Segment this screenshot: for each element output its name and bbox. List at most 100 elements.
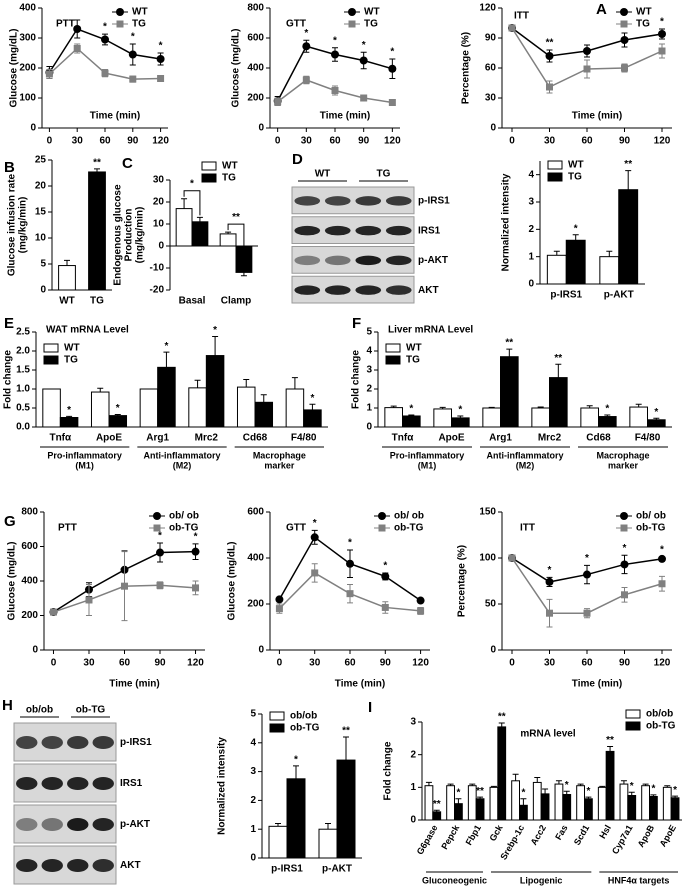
error-bar bbox=[512, 773, 519, 781]
marker bbox=[508, 554, 516, 562]
bar bbox=[565, 239, 586, 285]
x-axis-label: Time (min) bbox=[320, 111, 370, 122]
marker bbox=[346, 559, 354, 568]
blot-band bbox=[41, 858, 63, 873]
bar bbox=[236, 386, 256, 428]
y-tick-label: 0 bbox=[258, 123, 264, 134]
significance: * bbox=[348, 538, 352, 549]
group-label: TG bbox=[377, 169, 391, 180]
legend-label: WT bbox=[64, 343, 80, 354]
x-tick-label: Basal bbox=[179, 296, 206, 307]
marker bbox=[116, 20, 124, 28]
group-label: marker bbox=[608, 460, 639, 470]
legend-label: ob/ob bbox=[290, 711, 317, 722]
y-tick-label: 800 bbox=[21, 507, 38, 518]
y-tick-label: 4 bbox=[366, 346, 372, 357]
bar bbox=[432, 811, 442, 821]
x-tick-label: p-AKT bbox=[604, 290, 634, 301]
panel-letter: F bbox=[352, 315, 361, 332]
marker bbox=[346, 590, 354, 598]
y-tick-label: 0 bbox=[410, 815, 416, 826]
y-tick-label: 200 bbox=[21, 610, 38, 621]
x-tick-label: G6pase bbox=[415, 823, 440, 856]
error-bar bbox=[455, 798, 462, 804]
x-tick-label: Scd1 bbox=[572, 823, 591, 847]
marker bbox=[153, 524, 161, 532]
error-bar bbox=[604, 414, 611, 417]
blot-band bbox=[16, 735, 38, 750]
error-bar bbox=[672, 795, 679, 798]
x-axis-label: Time (min) bbox=[572, 679, 622, 690]
error-bar bbox=[488, 406, 495, 408]
bar bbox=[598, 416, 617, 428]
error-bar bbox=[553, 250, 560, 256]
significance: * bbox=[651, 783, 655, 794]
marker bbox=[302, 42, 311, 51]
significance: ** bbox=[93, 157, 101, 168]
band-label: AKT bbox=[120, 860, 141, 871]
bar bbox=[433, 408, 452, 428]
error-bar bbox=[66, 415, 73, 418]
blot-band bbox=[355, 285, 382, 295]
y-tick-label: 400 bbox=[247, 553, 264, 564]
bar bbox=[629, 406, 648, 428]
marker bbox=[101, 35, 109, 44]
error-bar bbox=[599, 785, 606, 788]
significance: * bbox=[131, 32, 135, 43]
error-bar bbox=[447, 783, 454, 786]
marker bbox=[381, 572, 390, 581]
error-bar bbox=[260, 394, 267, 403]
error-bar bbox=[309, 403, 316, 410]
y-axis-label: Percentage (%) bbox=[457, 545, 468, 617]
bar bbox=[511, 780, 521, 821]
blot-band bbox=[41, 735, 63, 750]
blot-band bbox=[355, 225, 382, 236]
y-tick-label: 0 bbox=[30, 123, 36, 134]
y-tick-label: 30 bbox=[153, 175, 165, 186]
bar bbox=[175, 208, 193, 247]
marker bbox=[275, 605, 283, 613]
marker bbox=[388, 99, 396, 106]
marker bbox=[378, 512, 386, 520]
bar bbox=[467, 785, 477, 821]
marker bbox=[348, 20, 356, 28]
y-tick-label: 1 bbox=[366, 403, 372, 414]
x-tick-label: 60 bbox=[581, 136, 593, 147]
chart-title: WAT mRNA Level bbox=[46, 325, 129, 336]
blot-band bbox=[67, 817, 89, 832]
group-label: WT bbox=[315, 169, 331, 180]
group-label: Anti-inflammatory bbox=[143, 450, 220, 460]
x-axis-label: Time (min) bbox=[90, 111, 140, 122]
legend-swatch bbox=[625, 721, 641, 731]
panel-letter: H bbox=[2, 697, 13, 714]
significance: * bbox=[673, 785, 677, 796]
x-tick-label: Clamp bbox=[221, 296, 252, 307]
marker bbox=[310, 533, 319, 542]
y-tick-label: 0 bbox=[250, 853, 256, 864]
bar bbox=[402, 415, 421, 428]
group-label: Anti-inflammatory bbox=[486, 450, 563, 460]
marker bbox=[620, 512, 628, 520]
panel-letter: A bbox=[596, 1, 607, 18]
blot-band bbox=[67, 735, 89, 750]
y-tick-label: 300 bbox=[19, 33, 36, 44]
marker bbox=[620, 36, 629, 44]
group-label: ob-TG bbox=[76, 705, 106, 716]
y-tick-label: 1 bbox=[250, 824, 256, 835]
marker bbox=[545, 577, 554, 586]
legend-label: TG bbox=[132, 19, 146, 30]
y-tick-label: 600 bbox=[21, 541, 38, 552]
x-tick-label: 0 bbox=[51, 658, 57, 669]
bar bbox=[318, 828, 338, 859]
error-bar bbox=[534, 777, 541, 783]
x-tick-label: Mrc2 bbox=[538, 433, 562, 444]
error-bar bbox=[577, 783, 584, 786]
x-tick-label: Arg1 bbox=[146, 433, 169, 444]
significance: * bbox=[565, 780, 569, 791]
marker bbox=[583, 65, 591, 73]
significance: * bbox=[310, 393, 314, 404]
error-bar bbox=[628, 791, 635, 796]
legend-swatch bbox=[201, 161, 217, 171]
x-tick-label: Tnfα bbox=[49, 433, 72, 444]
marker bbox=[128, 50, 137, 59]
